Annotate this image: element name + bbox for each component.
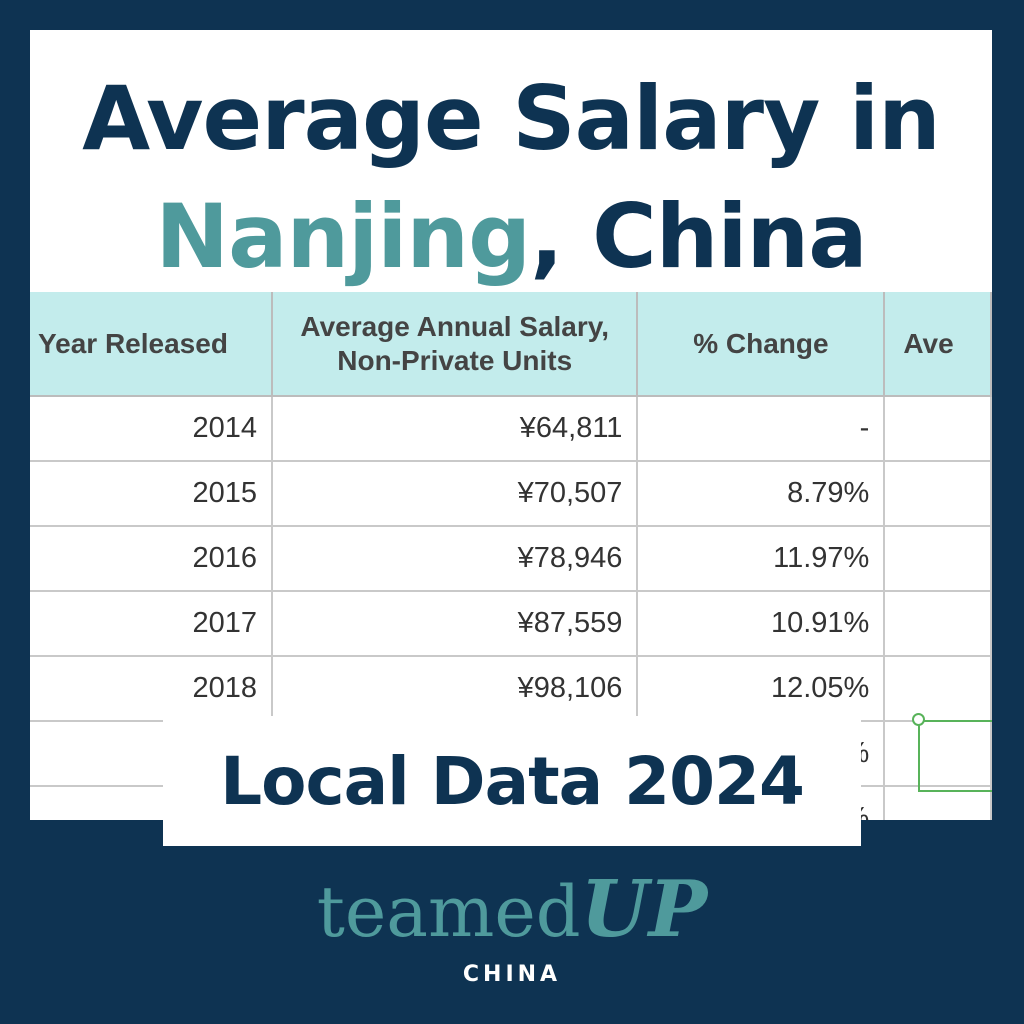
header-row: Year Released Average Annual Salary, Non… [30, 292, 992, 397]
badge-label: Local Data 2024 [220, 742, 805, 820]
table-cell[interactable]: 2016 [30, 526, 274, 592]
logo-subtitle: CHINA [462, 962, 562, 987]
selection-handle[interactable] [912, 713, 925, 726]
cell-selection[interactable] [918, 720, 992, 792]
table-cell[interactable] [884, 526, 992, 592]
table-row: 2017 ¥87,559 10.91% [30, 591, 992, 657]
table-row: 2018 ¥98,106 12.05% [30, 656, 992, 722]
table-cell[interactable]: ¥98,106 [272, 656, 639, 722]
header-salary-text: Average Annual Salary, Non-Private Units [300, 310, 610, 376]
page-title: Average Salary in Nanjing, China [30, 60, 992, 296]
table-cell[interactable]: ¥78,946 [272, 526, 639, 592]
table-cell[interactable] [884, 396, 992, 462]
table-cell[interactable] [884, 721, 992, 787]
table-row: 2014 ¥64,811- [30, 396, 992, 462]
table-cell[interactable]: ¥64,811 [272, 396, 639, 462]
table-row: 2016 ¥78,946 11.97% [30, 526, 992, 592]
content-card: Average Salary in Nanjing, China Year Re… [30, 30, 992, 820]
table-cell[interactable]: 2018 [30, 656, 274, 722]
table-cell[interactable]: 2015 [30, 461, 274, 527]
title-line-1: Average Salary in [82, 67, 941, 170]
header-change[interactable]: % Change [637, 292, 886, 397]
header-salary[interactable]: Average Annual Salary, Non-Private Units [272, 292, 639, 397]
table-cell[interactable]: 2017 [30, 591, 274, 657]
table-cell[interactable]: 10.91% [637, 591, 886, 657]
table-cell[interactable]: ¥70,507 [272, 461, 639, 527]
header-year[interactable]: Year Released [30, 292, 274, 397]
table-cell[interactable]: 12.05% [637, 656, 886, 722]
table-cell[interactable]: ¥87,559 [272, 591, 639, 657]
table-cell[interactable] [884, 461, 992, 527]
report-badge: Local Data 2024 [163, 716, 861, 846]
header-average[interactable]: Ave [884, 292, 992, 397]
table-cell[interactable]: - [637, 396, 886, 462]
table-cell[interactable] [884, 591, 992, 657]
table-cell[interactable]: 11.97% [637, 526, 886, 592]
table-cell[interactable] [884, 656, 992, 722]
table-cell[interactable]: 2014 [30, 396, 274, 462]
title-country: , China [530, 185, 867, 288]
logo-wordmark: teamedUP [0, 868, 1024, 954]
logo-part-1: teamed [316, 871, 581, 953]
table-cell[interactable]: 8.79% [637, 461, 886, 527]
logo-part-2: UP [580, 864, 708, 955]
brand-logo: teamedUP CHINA [0, 868, 1024, 988]
title-city: Nanjing [155, 185, 531, 288]
table-row: 2015 ¥70,507 8.79% [30, 461, 992, 527]
